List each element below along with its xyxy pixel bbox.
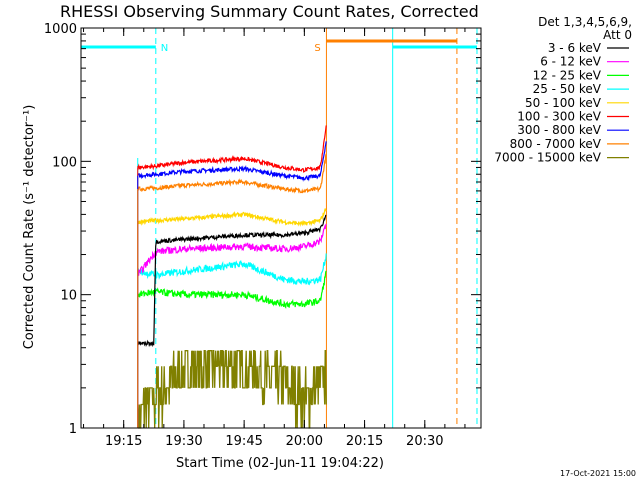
legend-label: 50 - 100 keV	[525, 96, 602, 110]
legend-title: Det 1,3,4,5,6,9,	[538, 15, 632, 29]
series-line-12-25-keV	[137, 270, 327, 309]
chart-title: RHESSI Observing Summary Count Rates, Co…	[60, 2, 479, 21]
x-tick-label: 20:30	[406, 434, 443, 449]
series-line-6-12-keV	[137, 223, 327, 278]
x-tick-label: 20:00	[286, 434, 323, 449]
y-tick-label: 1	[69, 422, 77, 437]
y-tick-label: 1000	[44, 22, 77, 37]
legend-label: 6 - 12 keV	[540, 55, 602, 69]
series-layer	[137, 125, 327, 429]
legend-label: 100 - 300 keV	[517, 110, 601, 124]
axis-ticks: 19:15 19:30 19:45 20:00 20:15 20:30 1 10 100 1000	[44, 22, 481, 449]
series-line-50-100-keV	[137, 208, 327, 227]
x-tick-label: 19:45	[225, 434, 262, 449]
y-axis-label: Corrected Count Rate (s⁻¹ detector⁻¹)	[22, 105, 37, 350]
y-tick-label: 10	[60, 289, 77, 304]
x-tick-label: 19:30	[165, 434, 202, 449]
series-line-25-50-keV	[137, 253, 327, 286]
legend-label: 7000 - 15000 keV	[494, 151, 601, 165]
series-line-100-300-keV	[137, 125, 327, 173]
series-line-3-6-keV	[137, 214, 327, 348]
series-line-7000-15000-keV	[137, 350, 327, 429]
timestamp-label: 17-Oct-2021 15:00	[560, 469, 636, 478]
plot-frame	[80, 27, 482, 429]
series-line-300-800-keV	[137, 141, 327, 182]
x-tick-label: 20:15	[346, 434, 383, 449]
series-line-800-7000-keV	[137, 153, 327, 194]
marker-label-N: N	[161, 43, 168, 54]
legend-label: 12 - 25 keV	[533, 68, 602, 82]
x-tick-label: 19:15	[105, 434, 142, 449]
legend-label: 25 - 50 keV	[533, 82, 602, 96]
marker-label-S: S	[314, 43, 320, 54]
legend-label: 800 - 7000 keV	[510, 137, 602, 151]
legend-subtitle: Att 0	[603, 28, 632, 42]
legend-label: 3 - 6 keV	[548, 41, 602, 55]
y-tick-label: 100	[52, 155, 77, 170]
x-axis-label: Start Time (02-Jun-11 19:04:22)	[176, 456, 384, 471]
legend-label: 300 - 800 keV	[517, 123, 601, 137]
